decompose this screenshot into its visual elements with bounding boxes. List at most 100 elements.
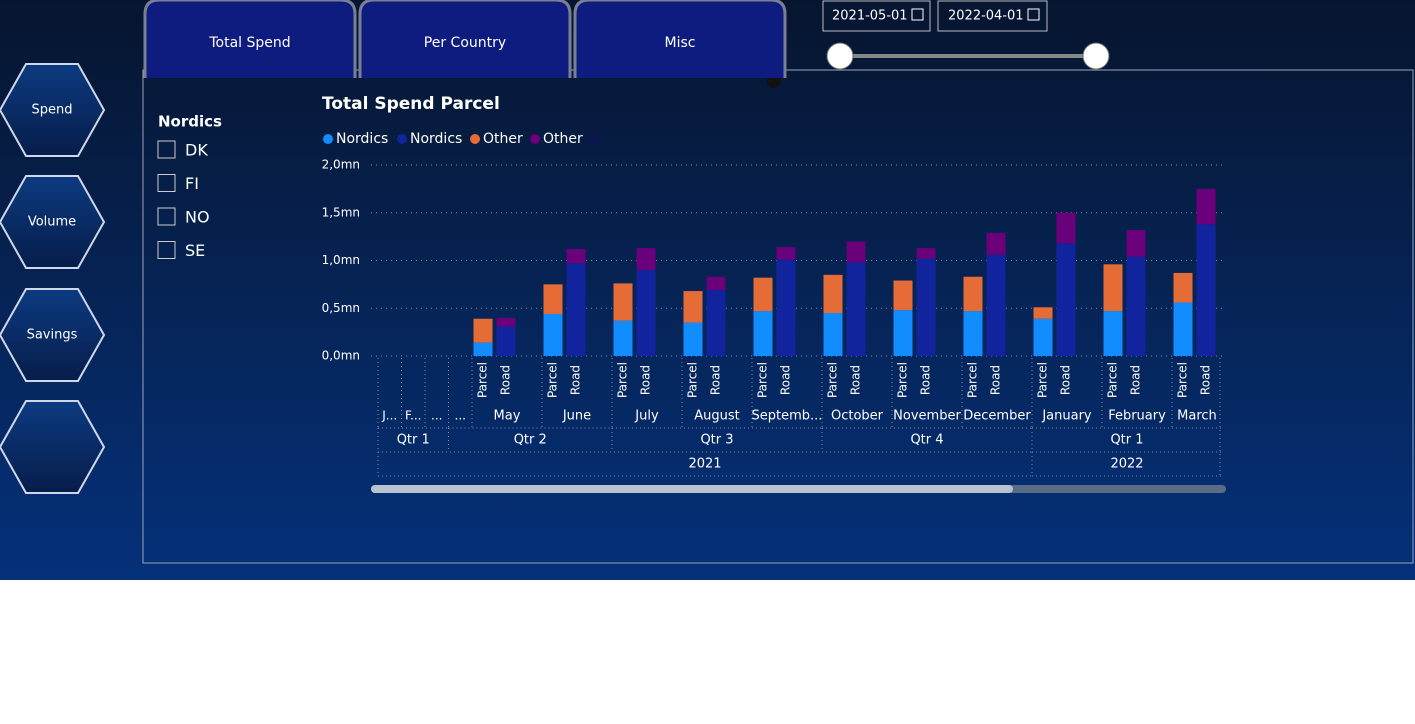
bar: [963, 311, 983, 356]
month-label: March: [1177, 409, 1217, 424]
year-label: 2022: [1110, 457, 1143, 472]
bar: [1126, 229, 1146, 257]
bar: [496, 317, 516, 327]
month-label: ...: [455, 409, 466, 423]
month-label: ...: [431, 409, 442, 423]
quarter-label: Qtr 1: [1110, 433, 1143, 448]
bar: [986, 254, 1006, 356]
legend-label: Other: [483, 131, 523, 147]
bar: [1103, 264, 1123, 312]
date-box[interactable]: [937, 0, 1048, 32]
slider-handle[interactable]: [826, 42, 854, 70]
month-label: June: [562, 409, 591, 424]
legend-marker: [470, 134, 480, 144]
legend-marker: [530, 134, 540, 144]
bar: [1056, 212, 1076, 244]
x-tick-label: Parcel: [966, 362, 980, 398]
month-label: October: [831, 409, 884, 424]
date-box[interactable]: [822, 0, 931, 32]
bar: [916, 248, 936, 259]
month-label: August: [694, 409, 740, 424]
scrollbar-thumb[interactable]: [371, 485, 1013, 493]
bar: [496, 326, 516, 356]
bar: [683, 291, 703, 323]
slider-handle[interactable]: [1082, 42, 1110, 70]
bar: [823, 313, 843, 356]
bar: [543, 284, 563, 314]
legend-marker: [397, 134, 407, 144]
x-tick-label: Road: [1059, 365, 1073, 395]
y-tick-label: 2,0mn: [322, 158, 360, 172]
y-tick-label: 1,0mn: [322, 253, 360, 267]
quarter-label: Qtr 1: [397, 433, 430, 448]
bar: [473, 318, 493, 343]
x-tick-label: Parcel: [1176, 362, 1190, 398]
month-label: January: [1041, 409, 1092, 424]
bar: [1033, 307, 1053, 319]
year-label: 2021: [688, 457, 721, 472]
tab[interactable]: [573, 0, 787, 78]
bar: [893, 310, 913, 356]
bar: [636, 270, 656, 356]
bar: [776, 247, 796, 260]
checkbox[interactable]: [157, 140, 176, 159]
legend-label: Other: [543, 131, 583, 147]
y-tick-label: 0,0mn: [322, 349, 360, 363]
x-tick-label: Parcel: [896, 362, 910, 398]
tab-label: Misc: [665, 35, 696, 51]
checkbox-label: FI: [185, 174, 199, 193]
tab-label: Per Country: [424, 35, 506, 51]
quarter-label: Qtr 4: [910, 433, 943, 448]
bar: [753, 277, 773, 312]
month-label: F...: [405, 409, 421, 423]
x-tick-label: Road: [919, 365, 933, 395]
month-label: February: [1108, 409, 1166, 424]
bar: [823, 274, 843, 314]
x-tick-label: Road: [779, 365, 793, 395]
x-tick-label: Road: [989, 365, 1003, 395]
checkbox-label: SE: [185, 241, 205, 260]
bar: [683, 322, 703, 356]
tab[interactable]: [143, 0, 357, 78]
nav-button[interactable]: [0, 400, 106, 494]
chart-title: Total Spend Parcel: [322, 94, 500, 114]
bar: [706, 276, 726, 291]
month-label: J...: [381, 409, 397, 423]
x-tick-label: Parcel: [756, 362, 770, 398]
bar: [893, 280, 913, 311]
bar: [1126, 256, 1146, 356]
bar: [566, 249, 586, 264]
bar: [1196, 224, 1216, 356]
x-tick-label: Parcel: [616, 362, 630, 398]
x-tick-label: Road: [639, 365, 653, 395]
month-label: November: [893, 409, 961, 424]
nav-button[interactable]: [0, 288, 106, 382]
nav-button[interactable]: [0, 63, 106, 157]
checkbox[interactable]: [157, 174, 176, 192]
bar: [1173, 302, 1193, 356]
nav-label: Spend: [32, 103, 73, 118]
slicer-title: Nordics: [158, 113, 222, 131]
tab[interactable]: [358, 0, 572, 78]
nav-button[interactable]: [0, 175, 106, 269]
x-tick-label: Parcel: [826, 362, 840, 398]
bar: [986, 232, 1006, 255]
x-tick-label: Road: [1199, 365, 1213, 395]
quarter-label: Qtr 2: [514, 433, 547, 448]
month-label: Septemb...: [752, 409, 823, 424]
bar: [1056, 243, 1076, 356]
checkbox-label: DK: [185, 141, 208, 160]
x-tick-label: Parcel: [546, 362, 560, 398]
x-tick-label: Road: [849, 365, 863, 395]
bar: [846, 262, 866, 356]
checkbox[interactable]: [157, 207, 176, 226]
bar: [916, 258, 936, 356]
x-tick-label: Parcel: [476, 362, 490, 398]
legend-marker: [589, 134, 599, 144]
nav-label: Savings: [27, 328, 78, 343]
month-label: May: [494, 409, 521, 424]
bar: [543, 313, 563, 356]
checkbox[interactable]: [157, 241, 176, 259]
bar: [613, 320, 633, 356]
date-value: 2022-04-01: [948, 9, 1024, 24]
